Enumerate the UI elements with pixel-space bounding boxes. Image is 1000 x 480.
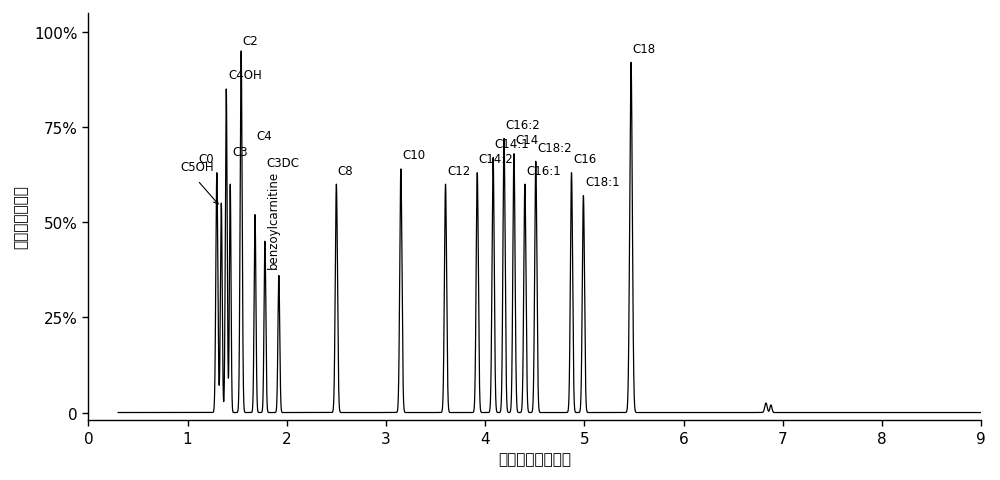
Text: C3DC: C3DC bbox=[266, 156, 299, 169]
Text: C14: C14 bbox=[515, 134, 539, 147]
Text: C12: C12 bbox=[447, 164, 470, 177]
Text: C10: C10 bbox=[402, 149, 425, 162]
Text: C2: C2 bbox=[243, 35, 258, 48]
Y-axis label: 强度（百分比）: 强度（百分比） bbox=[14, 185, 29, 249]
Text: C8: C8 bbox=[338, 164, 353, 177]
Text: C16: C16 bbox=[573, 153, 596, 166]
Text: C14:2: C14:2 bbox=[479, 153, 513, 166]
Text: benzoylcarnitine: benzoylcarnitine bbox=[267, 170, 280, 268]
Text: C3: C3 bbox=[233, 145, 248, 158]
Text: C18: C18 bbox=[633, 43, 656, 56]
Text: C16:1: C16:1 bbox=[526, 164, 561, 177]
Text: C18:2: C18:2 bbox=[537, 142, 572, 155]
Text: C0: C0 bbox=[199, 153, 214, 166]
Text: C5OH: C5OH bbox=[181, 160, 214, 173]
Text: C4OH: C4OH bbox=[229, 69, 262, 82]
Text: C14:1: C14:1 bbox=[495, 138, 529, 151]
Text: C18:1: C18:1 bbox=[585, 176, 620, 189]
Text: C16:2: C16:2 bbox=[506, 119, 540, 132]
X-axis label: 保留时间（分钟）: 保留时间（分钟） bbox=[498, 451, 571, 466]
Text: C4: C4 bbox=[257, 130, 272, 143]
